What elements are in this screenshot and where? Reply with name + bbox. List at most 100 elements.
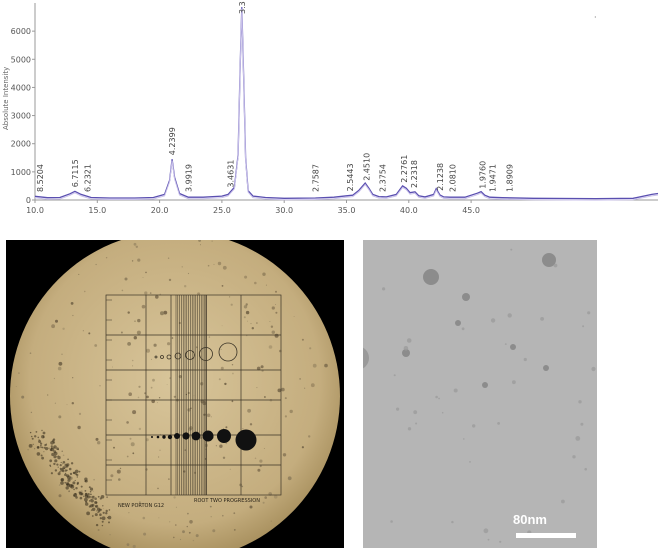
debris-dot [101, 520, 104, 523]
debris-dot [94, 513, 98, 517]
debris-speck [142, 277, 144, 278]
peak-d-spacing-label: 2.2318 [410, 160, 419, 188]
debris-speck [173, 395, 176, 398]
debris-speck [293, 316, 295, 317]
debris-speck [29, 352, 32, 354]
debris-speck [132, 452, 135, 455]
tem-particle-small [453, 388, 458, 393]
debris-speck [244, 275, 248, 279]
debris-speck [221, 325, 223, 327]
debris-speck [222, 514, 224, 517]
graticule-image: NEW PORTON G12 ROOT TWO PROGRESSION [10, 240, 340, 548]
debris-band [28, 429, 112, 527]
tem-particle-small [497, 422, 500, 425]
debris-dot [107, 517, 109, 519]
x-tick-label: 30.0 [275, 206, 293, 215]
debris-dot [34, 435, 37, 438]
peak-d-spacing-label: 4.2399 [168, 127, 177, 155]
debris-speck [233, 529, 236, 531]
debris-speck [195, 346, 198, 349]
tem-micrograph: 80nm [363, 240, 597, 548]
debris-speck [137, 258, 141, 262]
debris-speck [181, 266, 183, 268]
debris-speck [243, 305, 248, 309]
debris-speck [273, 495, 278, 499]
debris-speck [94, 344, 98, 347]
graticule-open-circle [160, 355, 164, 359]
debris-dot [45, 447, 49, 451]
debris-dot [89, 504, 94, 508]
peak-d-spacing-label: 2.7587 [311, 164, 320, 192]
graticule-filled-circle [167, 434, 173, 440]
debris-dot [62, 463, 64, 465]
debris-speck [208, 336, 211, 338]
debris-speck [245, 310, 250, 315]
debris-dot [38, 440, 42, 443]
debris-speck [84, 290, 86, 293]
debris-dot [56, 463, 59, 466]
scale-bar [516, 533, 576, 538]
debris-speck [145, 438, 149, 442]
debris-speck [262, 501, 265, 504]
debris-dot [67, 458, 69, 461]
debris-dot [89, 496, 92, 498]
tem-particle-small [591, 366, 596, 372]
debris-speck [213, 263, 215, 265]
tem-particle-small [390, 520, 393, 523]
tem-particle-small [499, 540, 502, 543]
peak-d-spacing-label: 8.5204 [36, 164, 45, 192]
debris-dot [40, 446, 42, 448]
y-tick-label: 2000 [11, 140, 31, 149]
debris-speck [126, 455, 129, 458]
peak-d-spacing-label: 3.3 [238, 1, 247, 14]
debris-dot [50, 441, 54, 445]
graticule-filled-circle [191, 431, 201, 441]
debris-speck [247, 320, 248, 322]
debris-dot [89, 490, 92, 493]
debris-speck [126, 543, 130, 546]
debris-speck [58, 484, 61, 486]
debris-dot [75, 496, 78, 499]
debris-speck [231, 400, 234, 403]
debris-speck [30, 411, 33, 414]
y-tick-label: 4000 [11, 83, 31, 92]
debris-speck [195, 534, 199, 538]
debris-speck [212, 529, 216, 533]
y-tick-group: 0 1000 2000 3000 4000 5000 6000 [11, 27, 35, 205]
debris-speck [207, 264, 210, 267]
tem-particle-small [438, 397, 440, 400]
debris-speck [51, 324, 55, 329]
peak-d-spacing-label: 2.1238 [436, 163, 445, 191]
debris-speck [110, 474, 114, 478]
debris-speck [256, 387, 258, 389]
debris-dot [95, 501, 98, 504]
debris-speck [120, 331, 123, 334]
debris-speck [158, 397, 161, 399]
tem-particle-small [406, 338, 412, 343]
debris-speck [155, 295, 159, 299]
peak-d-spacing-label: 3.9919 [184, 164, 193, 192]
debris-speck [249, 505, 253, 509]
graticule-filled-circles [151, 429, 257, 451]
debris-speck [275, 290, 277, 293]
debris-speck [262, 272, 266, 276]
debris-dot [99, 508, 102, 512]
debris-speck [230, 303, 233, 306]
debris-speck [94, 497, 97, 501]
debris-speck [58, 494, 62, 498]
debris-speck [146, 348, 150, 353]
debris-speck [210, 516, 212, 518]
debris-speck [182, 530, 185, 534]
tem-particle-small [463, 438, 465, 440]
debris-speck [159, 449, 161, 451]
debris-speck [193, 471, 197, 474]
tem-particle [510, 344, 516, 350]
debris-speck [222, 456, 226, 459]
tem-particle-small [512, 380, 516, 385]
debris-dot [53, 446, 55, 448]
debris-speck [186, 525, 188, 528]
debris-speck [146, 395, 149, 399]
debris-speck [92, 490, 94, 492]
debris-speck [251, 327, 254, 330]
debris-speck [169, 521, 171, 523]
